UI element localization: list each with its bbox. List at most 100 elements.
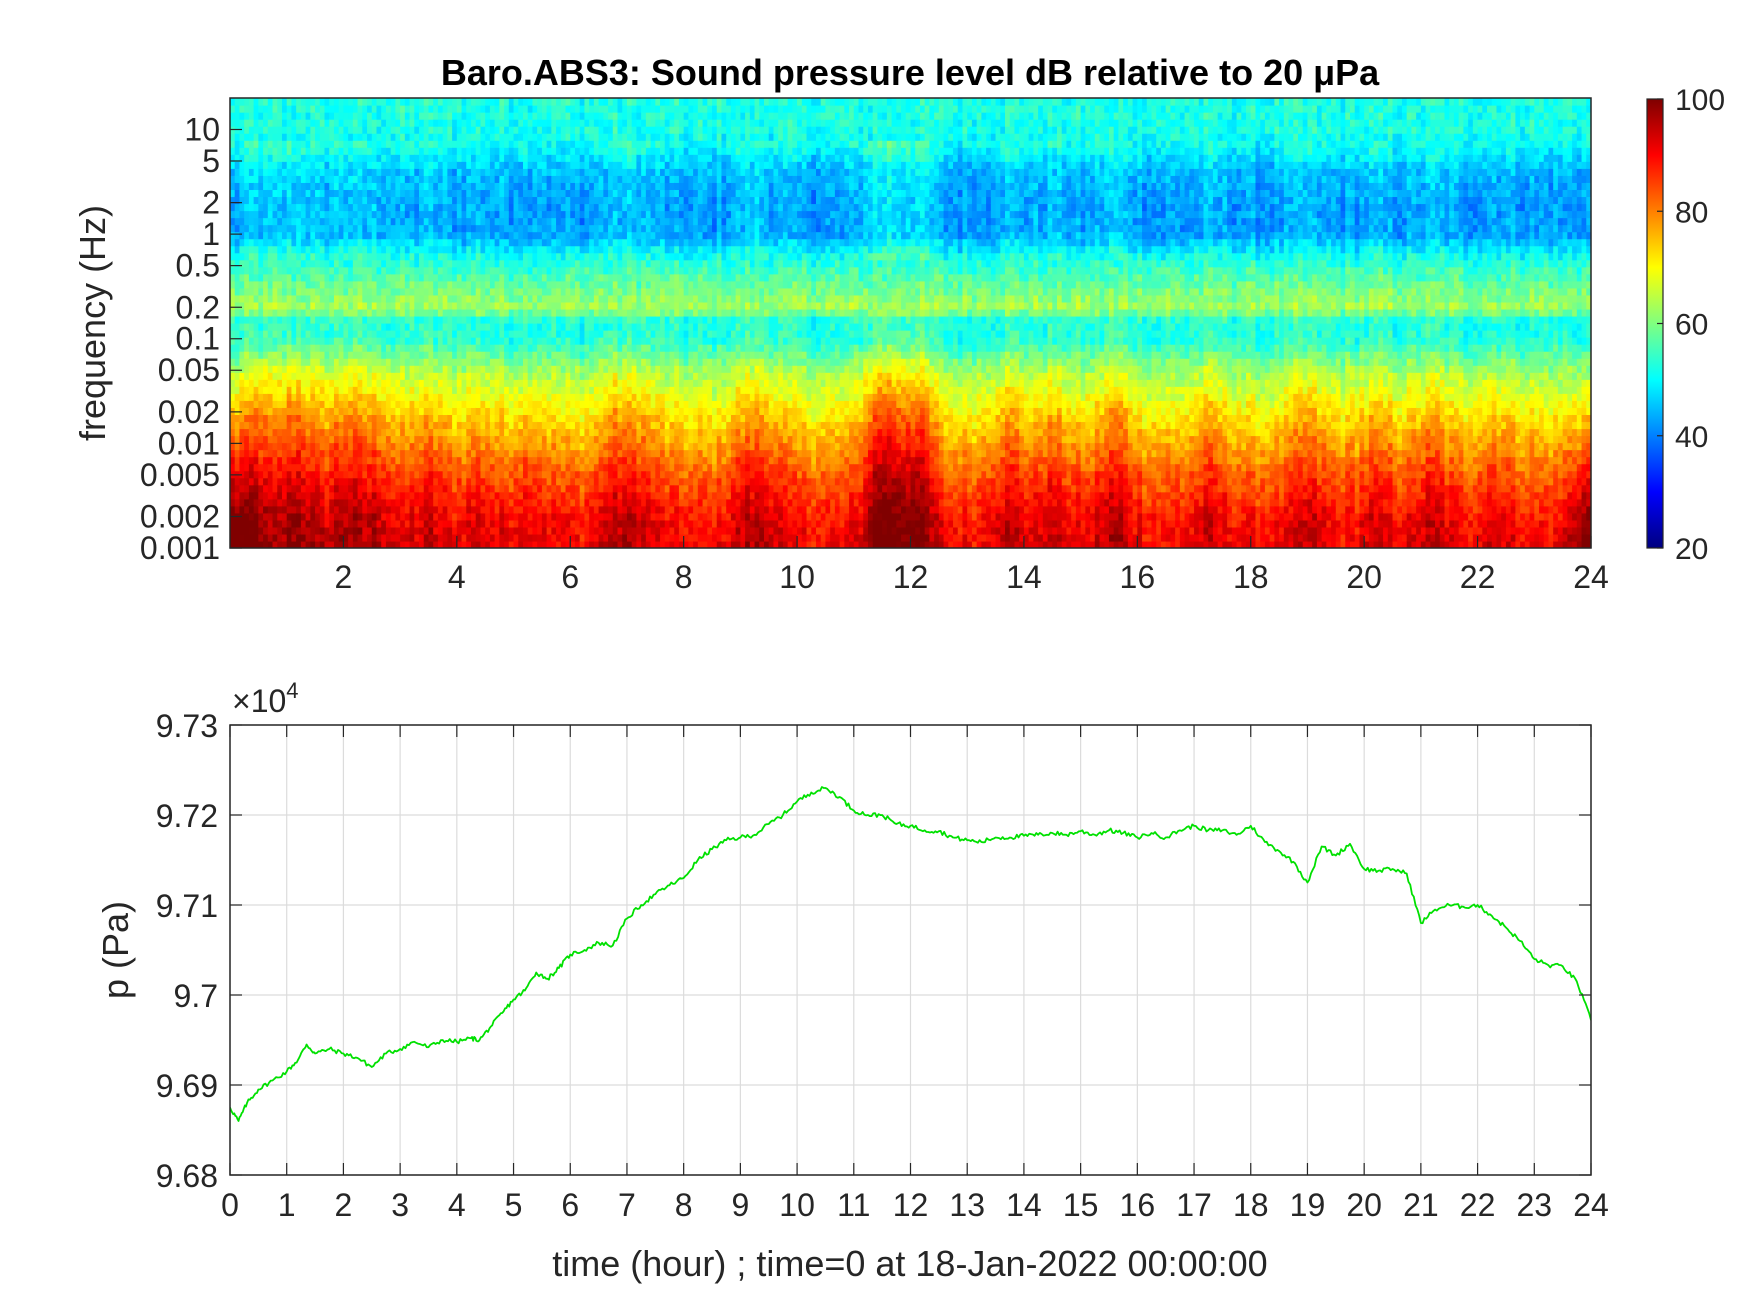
spectrogram-cell: [499, 435, 505, 444]
spectrogram-cell: [565, 196, 571, 205]
spectrogram-cell: [537, 344, 543, 352]
spectrogram-cell: [518, 308, 524, 317]
spectrogram-cell: [437, 400, 444, 408]
spectrogram-cell: [480, 330, 486, 338]
spectrogram-cell: [522, 147, 529, 155]
spectrogram-cell: [589, 182, 595, 191]
spectrogram-cell: [404, 273, 411, 282]
spectrogram-cell: [253, 533, 259, 542]
spectrogram-cell: [437, 386, 444, 394]
spectrogram-cell: [518, 133, 524, 141]
spectrogram-cell: [442, 435, 448, 444]
spectrogram-cell: [452, 379, 458, 387]
spectrogram-cell: [277, 323, 283, 331]
spectrogram-cell: [574, 407, 581, 416]
spectrogram-cell: [570, 182, 576, 191]
spectrogram-cell: [504, 533, 510, 542]
spectrogram-cell: [423, 505, 430, 514]
spectrogram-cell: [253, 217, 259, 226]
spectrogram-cell: [428, 470, 434, 479]
spectrogram-cell: [541, 386, 548, 394]
spectrogram-cell: [381, 161, 387, 169]
spectrogram-cell: [513, 133, 519, 141]
spectrogram-cell: [565, 456, 571, 465]
spectrogram-cell: [352, 414, 359, 423]
spectrogram-cell: [357, 182, 363, 191]
spectrogram-cell: [400, 259, 406, 268]
spectrogram-cell: [352, 196, 359, 205]
spectrogram-cell: [385, 477, 392, 486]
spectrogram-cell: [518, 238, 524, 247]
spectrogram-cell: [385, 182, 392, 191]
spectrogram-cell: [433, 484, 439, 493]
spectrogram-cell: [272, 133, 278, 141]
spectrogram-cell: [466, 161, 472, 169]
spectrogram-cell: [338, 259, 345, 268]
spectrogram-cell: [442, 266, 448, 275]
spectrogram-cell: [381, 217, 387, 226]
spectrogram-cell: [400, 358, 406, 366]
spectrogram-cell: [239, 280, 245, 289]
spectrogram-cell: [395, 140, 401, 148]
spectrogram-cell: [593, 161, 600, 169]
spectrogram-cell: [560, 435, 567, 444]
spectrogram-cell: [433, 407, 439, 416]
spectrogram-cell: [376, 126, 382, 134]
spectrogram-cell: [551, 266, 557, 275]
spectrogram-cell: [489, 351, 496, 359]
spectrogram-cell: [400, 133, 406, 141]
spectrogram-cell: [471, 421, 477, 430]
spectrogram-cell: [494, 119, 500, 127]
spectrogram-cell: [376, 308, 382, 317]
spectrogram-cell: [267, 175, 274, 183]
spectrogram-cell: [244, 203, 250, 212]
spectrogram-cell: [291, 337, 297, 345]
spectrogram-cell: [560, 112, 567, 120]
spectrogram-cell: [277, 463, 283, 472]
spectrogram-cell: [532, 512, 538, 521]
spectrogram-cell: [593, 273, 600, 282]
spectrogram-cell: [352, 358, 359, 366]
spectrogram-cell: [315, 189, 321, 198]
spectrogram-cell: [556, 505, 562, 514]
spectrogram-cell: [390, 168, 396, 176]
spectrogram-cell: [286, 526, 293, 535]
spectrogram-cell: [400, 203, 406, 212]
spectrogram-cell: [485, 491, 491, 500]
spectrogram-cell: [333, 161, 340, 169]
spectrogram-cell: [437, 280, 444, 289]
spectrogram-cell: [489, 386, 496, 394]
spectrogram-cell: [527, 358, 534, 366]
spectrogram-cell: [504, 344, 510, 352]
spectrogram-cell: [286, 315, 293, 324]
spectrogram-cell: [263, 456, 269, 465]
spectrogram-cell: [277, 238, 283, 247]
spectrogram-cell: [390, 210, 396, 219]
spectrogram-cell: [244, 210, 250, 219]
spectrogram-cell: [480, 231, 486, 240]
spectrogram-cell: [381, 266, 387, 275]
spectrogram-cell: [527, 400, 534, 408]
spectrogram-cell: [404, 301, 411, 310]
spectrogram-cell: [253, 154, 259, 162]
spectrogram-cell: [584, 315, 590, 324]
spectrogram-cell: [532, 168, 538, 176]
spectrogram-cell: [381, 245, 387, 254]
spectrogram-cell: [546, 519, 552, 528]
spectrogram-cell: [480, 393, 486, 401]
spectrogram-cell: [348, 161, 354, 169]
spectrogram-cell: [475, 98, 482, 106]
spectrogram-cell: [480, 365, 486, 373]
spectrogram-cell: [579, 358, 586, 366]
spectrogram-cell: [584, 98, 590, 106]
spectrogram-cell: [385, 98, 392, 106]
spectrogram-cell: [419, 470, 425, 479]
spectrogram-cell: [489, 301, 496, 310]
spectrogram-cell: [234, 372, 241, 380]
spectrogram-cell: [263, 294, 269, 303]
spectrogram-cell: [310, 294, 316, 303]
spectrogram-cell: [551, 414, 557, 423]
spectrogram-cell: [300, 463, 307, 472]
spectrogram-cell: [348, 238, 354, 247]
spectrogram-cell: [315, 308, 321, 317]
